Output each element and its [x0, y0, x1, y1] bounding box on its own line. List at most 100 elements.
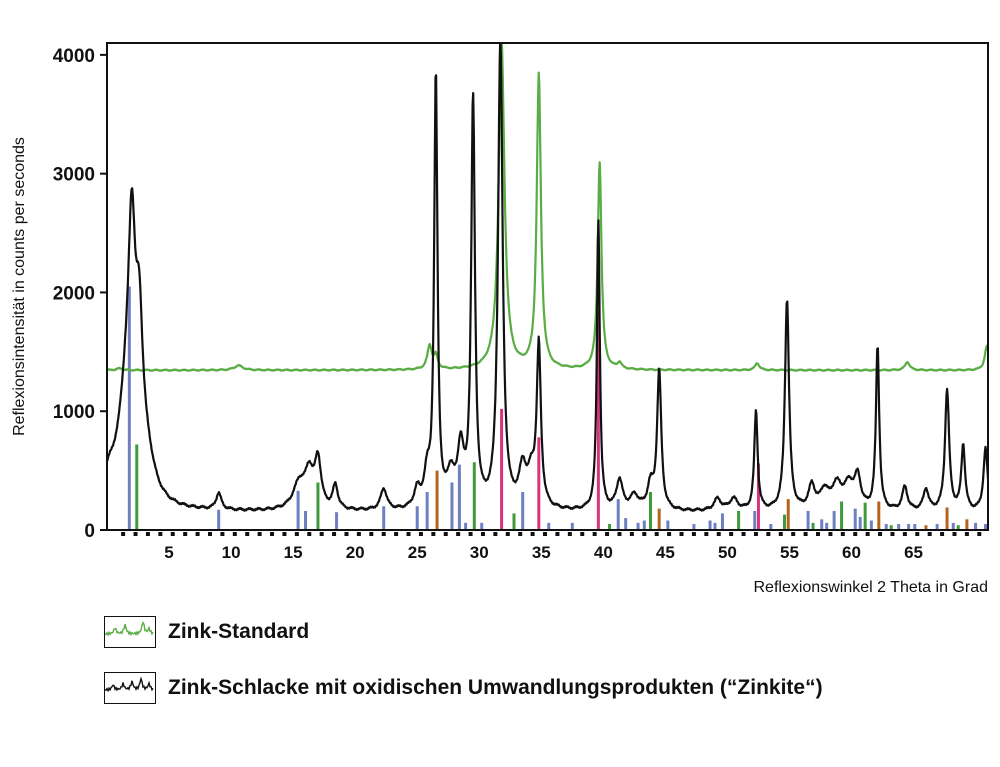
axis-dot [480, 532, 485, 536]
y-tick-label: 0 [84, 521, 95, 542]
x-tick-label: 45 [656, 543, 675, 562]
axis-dot [778, 532, 783, 536]
x-tick-label: 15 [284, 543, 303, 562]
axis-dot [543, 532, 548, 536]
axis-dot [791, 532, 796, 536]
axis-dot [654, 532, 659, 536]
axis-dot [257, 532, 262, 536]
axis-dot [418, 532, 423, 536]
axis-dot [530, 532, 535, 536]
axis-dot [902, 532, 907, 536]
y-tick-label: 1000 [53, 402, 95, 423]
x-axis-title: Reflexionswinkel 2 Theta in Grad [754, 579, 989, 596]
legend-label-slag: Zink-Schlacke mit oxidischen Umwandlungs… [168, 676, 823, 699]
axis-dot [853, 532, 858, 536]
x-tick-label: 25 [408, 543, 427, 562]
axis-dot [940, 532, 945, 536]
axis-dot [356, 532, 361, 536]
axis-dot [245, 532, 250, 536]
axis-dot [667, 532, 672, 536]
axis-dot [332, 532, 337, 536]
axis-dot [642, 532, 647, 536]
axis-dot [170, 532, 175, 536]
x-tick-label: 65 [904, 543, 923, 562]
axis-dot [691, 532, 696, 536]
legend-swatch-line-slag [105, 676, 154, 693]
legend-item-standard: Zink-Standard [104, 615, 309, 649]
legend-swatch-slag [104, 672, 156, 704]
axis-dot [468, 532, 473, 536]
axis-dot [220, 532, 225, 536]
axis-dot [270, 532, 275, 536]
axis-dot [394, 532, 399, 536]
axis-dot [617, 532, 622, 536]
axis-dot [766, 532, 771, 536]
axis-dot [158, 532, 163, 536]
axis-ticks: 0 1000 2000 3000 4000 5 10 15 20 25 30 35 40 45 50 55 60… [53, 46, 923, 562]
plot-frame [106, 42, 989, 531]
axis-dot [294, 532, 299, 536]
axis-dot [369, 532, 374, 536]
axis-dot [121, 532, 126, 536]
axis-dot [431, 532, 436, 536]
axis-dot [145, 532, 150, 536]
axis-dot [381, 532, 386, 536]
axis-dot [344, 532, 349, 536]
x-tick-label: 35 [532, 543, 551, 562]
series-line-standard [107, 43, 988, 372]
x-tick-label: 30 [470, 543, 489, 562]
series-line-slag [107, 43, 988, 512]
axis-dot [207, 532, 212, 536]
axis-dot [977, 532, 982, 536]
xrd-chart: 0 1000 2000 3000 4000 5 10 15 20 25 30 35 40 45 50 55 60… [11, 42, 989, 596]
axis-dot [232, 532, 237, 536]
y-tick-label: 2000 [53, 283, 95, 304]
axis-dot [319, 532, 324, 536]
axis-dot [816, 532, 821, 536]
axis-dot [406, 532, 411, 536]
axis-dot [307, 532, 312, 536]
x-tick-label: 60 [842, 543, 861, 562]
axis-dot [282, 532, 287, 536]
axis-dot [878, 532, 883, 536]
axis-dot [927, 532, 932, 536]
axis-dot [567, 532, 572, 536]
y-tick-label: 4000 [53, 46, 95, 67]
axis-dot [518, 532, 523, 536]
axis-dot [890, 532, 895, 536]
series-layer [107, 43, 988, 512]
x-tick-label: 40 [594, 543, 613, 562]
axis-dot [952, 532, 957, 536]
axis-dot [964, 532, 969, 536]
axis-dot [741, 532, 746, 536]
axis-dot [456, 532, 461, 536]
axis-dot [704, 532, 709, 536]
legend-label-standard: Zink-Standard [168, 620, 310, 643]
legend-swatch-standard [104, 616, 156, 648]
axis-dot [592, 532, 597, 536]
legend-item-slag: Zink-Schlacke mit oxidischen Umwandlungs… [104, 671, 823, 705]
x-tick-label: 20 [346, 543, 365, 562]
axis-dot [716, 532, 721, 536]
axis-dot [679, 532, 684, 536]
axis-dot [803, 532, 808, 536]
legend-swatch-line-standard [105, 621, 154, 637]
axis-dot [183, 532, 188, 536]
axis-dot [865, 532, 870, 536]
axis-dot [840, 532, 845, 536]
axis-dot [195, 532, 200, 536]
x-tick-label: 5 [164, 543, 173, 562]
axis-dotted-line [121, 532, 982, 536]
x-tick-label: 50 [718, 543, 737, 562]
axis-dot [443, 532, 448, 536]
reference-lines [127, 286, 988, 530]
x-tick-label: 10 [222, 543, 241, 562]
axis-dot [493, 532, 498, 536]
axis-dot [580, 532, 585, 536]
axis-dot [729, 532, 734, 536]
axis-dot [753, 532, 758, 536]
y-axis-title: Reflexionsintensität in counts per secon… [11, 137, 28, 436]
axis-dot [555, 532, 560, 536]
axis-dot [828, 532, 833, 536]
x-tick-label: 55 [780, 543, 799, 562]
